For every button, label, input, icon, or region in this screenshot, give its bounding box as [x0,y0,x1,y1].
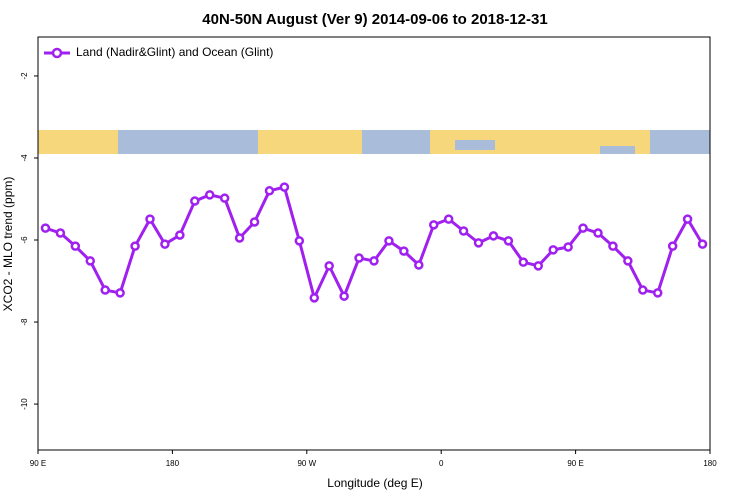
point-marker [339,291,349,301]
y-tick-label: -6 [20,236,29,244]
point-marker [458,226,469,236]
x-axis-label: Longitude (deg E) [327,476,422,490]
point-marker [548,245,558,255]
point-marker [204,190,215,200]
point-marker [608,241,618,251]
x-tick-label: 90 W [297,459,316,468]
point-marker [384,236,394,246]
point-marker [234,233,245,243]
point-marker [55,228,66,238]
point-marker [443,214,454,224]
point-marker [130,241,140,251]
point-marker [503,236,514,246]
point-marker [160,239,170,249]
point-marker [145,214,155,224]
point-marker [294,236,305,246]
point-marker [578,223,588,233]
series-line [44,185,704,300]
point-marker [533,261,544,271]
x-tick-label: 90 E [30,459,46,468]
point-marker [414,260,424,270]
legend-label: Land (Nadir&Glint) and Ocean (Glint) [76,45,273,59]
point-marker [249,217,260,227]
point-marker [488,231,499,241]
point-marker [354,253,364,263]
point-marker [70,241,81,251]
point-marker [100,285,110,295]
point-marker [563,242,573,252]
legend-marker [51,47,63,59]
point-marker [369,256,379,266]
point-marker [652,288,663,298]
x-tick-label: 180 [703,459,717,468]
map-strip [38,130,710,154]
x-tick-label: 180 [166,459,180,468]
point-marker [473,238,484,248]
point-marker [115,288,125,298]
point-marker [697,239,708,249]
point-marker [593,228,603,238]
y-tick-label: -2 [20,72,29,80]
y-tick-label: -4 [20,154,29,162]
point-marker [623,256,633,266]
point-marker [219,193,230,203]
point-marker [324,261,334,271]
point-marker [264,186,275,196]
y-axis-label: XCO2 - MLO trend (ppm) [1,177,15,312]
point-marker [85,256,96,266]
point-marker [667,241,678,251]
chart-title: 40N-50N August (Ver 9) 2014-09-06 to 201… [202,11,547,28]
x-tick-label: 0 [439,459,444,468]
point-marker [428,220,439,230]
point-marker [682,214,693,224]
x-tick-label: 90 E [567,459,583,468]
plot-frame [37,36,711,451]
point-marker [175,230,185,240]
point-marker [399,246,409,256]
y-tick-label: -10 [20,398,29,410]
point-marker [190,196,200,206]
point-marker [309,293,320,303]
y-tick-label: -8 [20,318,29,326]
point-marker [279,182,290,192]
point-marker [40,223,51,233]
point-marker [518,257,529,267]
point-marker [638,285,648,295]
